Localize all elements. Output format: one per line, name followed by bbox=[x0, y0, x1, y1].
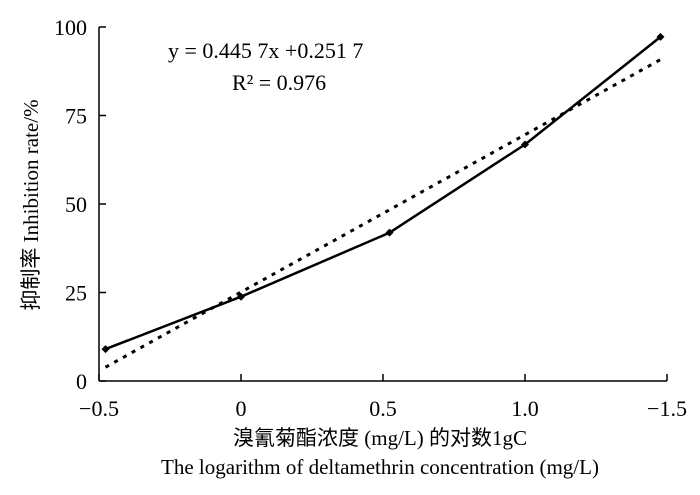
x-ticks: −0.5 0 0.5 1.0 −1.5 bbox=[79, 374, 687, 421]
data-point bbox=[385, 228, 394, 237]
data-point bbox=[101, 345, 110, 354]
x-tick-label: 0 bbox=[236, 396, 247, 421]
y-axis-label: 抑制率 Inhibition rate/% bbox=[19, 99, 43, 310]
y-ticks: 0 25 50 75 100 bbox=[54, 15, 106, 394]
equation-annotation: y = 0.445 7x +0.251 7 R² = 0.976 bbox=[168, 38, 363, 95]
y-tick-label: 25 bbox=[65, 281, 87, 306]
equation-text: y = 0.445 7x +0.251 7 bbox=[168, 38, 363, 63]
x-tick-label: 1.0 bbox=[511, 396, 539, 421]
fit-line bbox=[104, 58, 662, 369]
series-layer bbox=[101, 32, 665, 369]
x-tick-label: −0.5 bbox=[79, 396, 119, 421]
y-tick-label: 75 bbox=[65, 104, 87, 129]
data-point bbox=[656, 32, 665, 41]
data-line bbox=[105, 35, 662, 351]
y-tick-label: 0 bbox=[76, 369, 87, 394]
x-tick-label: 0.5 bbox=[369, 396, 397, 421]
data-point bbox=[521, 140, 529, 149]
r-squared-text: R² = 0.976 bbox=[232, 70, 326, 95]
x-axis-label-cn: 溴氰菊酯浓度 (mg/L) 的对数1gC bbox=[233, 426, 527, 450]
x-axis-label-en: The logarithm of deltamethrin concentrat… bbox=[161, 455, 599, 479]
x-tick-label: −1.5 bbox=[647, 396, 687, 421]
y-tick-label: 50 bbox=[65, 192, 87, 217]
y-tick-label: 100 bbox=[54, 15, 87, 40]
